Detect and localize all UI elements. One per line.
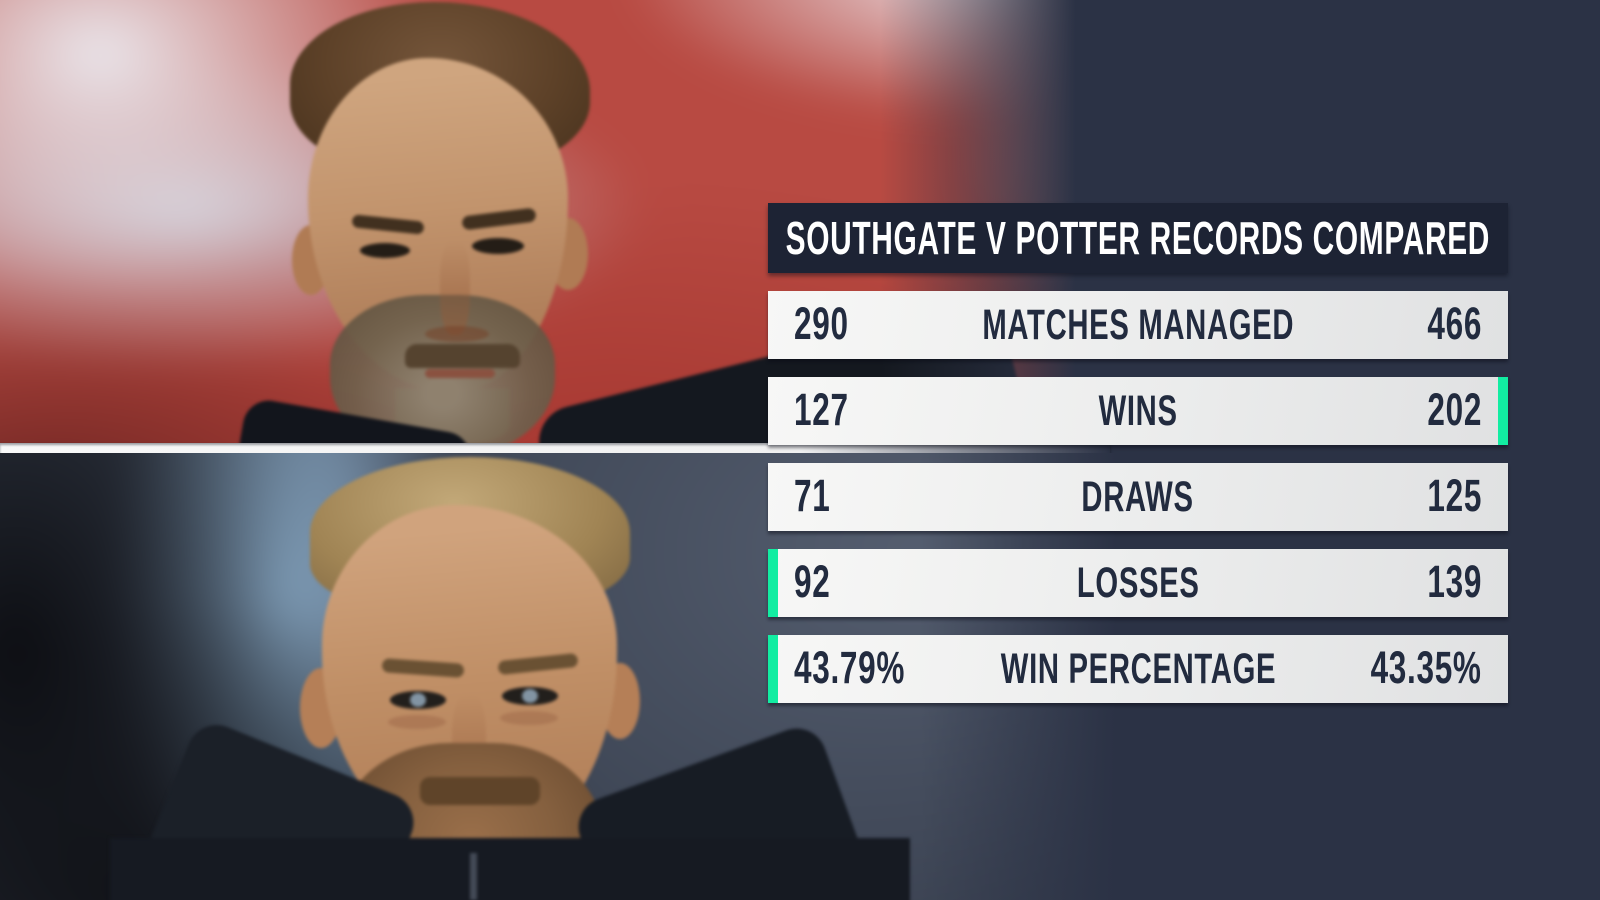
southgate-nose-shadow: [425, 326, 489, 342]
southgate-figure: [0, 0, 1110, 443]
stat-value-potter: 43.35%: [1370, 641, 1482, 693]
potter-figure: [0, 453, 1150, 900]
stats-header: SOUTHGATE V POTTER RECORDS COMPARED: [768, 203, 1508, 273]
stat-label: WINS: [1098, 386, 1178, 435]
stat-value-southgate: 43.79%: [794, 641, 906, 693]
stat-value-potter: 139: [1427, 555, 1482, 607]
stat-label: DRAWS: [1081, 472, 1195, 521]
potter-eye-shadow: [500, 711, 558, 725]
stat-label: LOSSES: [1076, 558, 1200, 607]
southgate-eye: [472, 238, 524, 254]
divider-bar: [0, 443, 1110, 453]
stat-value-southgate: 290: [794, 297, 849, 349]
stat-value-potter: 202: [1427, 383, 1482, 435]
stat-label: WIN PERCENTAGE: [1000, 644, 1276, 693]
stat-label: MATCHES MANAGED: [982, 300, 1294, 349]
potter-coat: [110, 838, 910, 900]
stats-title: SOUTHGATE V POTTER RECORDS COMPARED: [785, 212, 1491, 264]
stats-rows: 290 MATCHES MANAGED 466 127 WINS 202 71 …: [768, 291, 1508, 703]
potter-coat-zip: [470, 853, 477, 900]
leader-accent-stripe-left: [768, 635, 778, 703]
stat-row: 71 DRAWS 125: [768, 463, 1508, 531]
stat-value-potter: 466: [1427, 297, 1482, 349]
southgate-eye: [360, 243, 410, 258]
stat-row: 290 MATCHES MANAGED 466: [768, 291, 1508, 359]
stat-value-potter: 125: [1427, 469, 1482, 521]
stat-row: 127 WINS 202: [768, 377, 1508, 445]
southgate-mouth: [425, 369, 495, 378]
stat-row: 92 LOSSES 139: [768, 549, 1508, 617]
stats-panel: SOUTHGATE V POTTER RECORDS COMPARED 290 …: [768, 203, 1508, 703]
stat-value-southgate: 127: [794, 383, 849, 435]
stat-row: 43.79% WIN PERCENTAGE 43.35%: [768, 635, 1508, 703]
leader-accent-stripe-left: [768, 549, 778, 617]
southgate-mustache: [405, 344, 520, 368]
southgate-nose: [440, 240, 470, 335]
leader-accent-stripe-right: [1498, 377, 1508, 445]
potter-iris: [522, 689, 538, 703]
stat-value-southgate: 71: [794, 469, 831, 521]
potter-iris: [410, 693, 426, 707]
potter-mustache: [420, 777, 540, 805]
potter-eye-shadow: [388, 715, 446, 729]
stat-value-southgate: 92: [794, 555, 831, 607]
